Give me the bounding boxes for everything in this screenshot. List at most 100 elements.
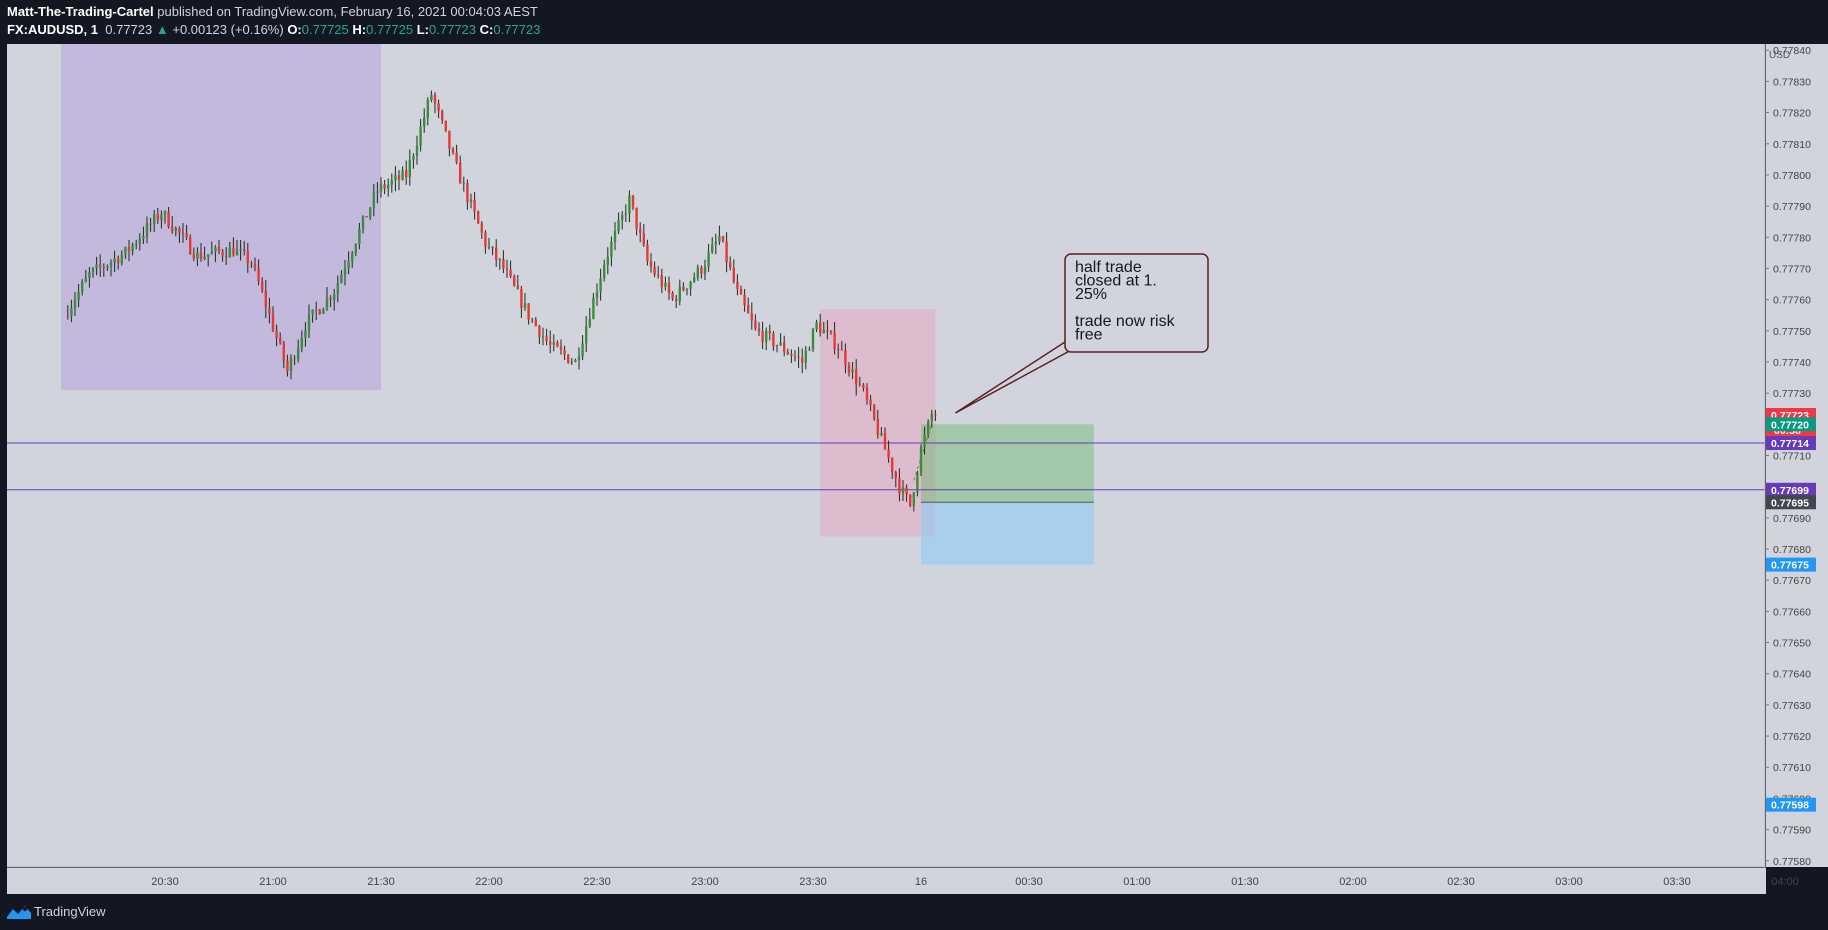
- candle-body[interactable]: [235, 249, 239, 256]
- candle-body[interactable]: [729, 262, 732, 268]
- candle-body[interactable]: [873, 405, 876, 419]
- candle-body[interactable]: [635, 207, 638, 230]
- candle-body[interactable]: [592, 297, 595, 319]
- candle-body[interactable]: [495, 247, 498, 260]
- candle-body[interactable]: [631, 195, 635, 208]
- candle-body[interactable]: [131, 244, 134, 252]
- candle-body[interactable]: [621, 214, 624, 220]
- candle-body[interactable]: [232, 247, 235, 256]
- candle-body[interactable]: [243, 249, 246, 251]
- candle-body[interactable]: [898, 478, 901, 494]
- candle-body[interactable]: [192, 254, 195, 259]
- candle-body[interactable]: [343, 268, 347, 275]
- candle-body[interactable]: [365, 216, 368, 218]
- time-axis[interactable]: [7, 868, 1766, 894]
- candle-body[interactable]: [354, 244, 357, 254]
- candle-body[interactable]: [804, 350, 807, 363]
- candle-body[interactable]: [268, 307, 271, 314]
- candle-body[interactable]: [750, 313, 753, 321]
- price-axis[interactable]: [1766, 44, 1828, 867]
- candle-body[interactable]: [307, 314, 311, 331]
- candle-body[interactable]: [120, 254, 123, 264]
- candle-body[interactable]: [793, 356, 797, 358]
- candle-body[interactable]: [441, 110, 444, 121]
- candle-body[interactable]: [142, 236, 145, 240]
- candle-body[interactable]: [736, 281, 739, 290]
- candle-body[interactable]: [196, 252, 199, 259]
- candle-body[interactable]: [909, 494, 912, 506]
- candle-body[interactable]: [185, 233, 188, 238]
- candle-body[interactable]: [469, 199, 473, 202]
- candle-body[interactable]: [541, 336, 545, 338]
- candle-body[interactable]: [732, 267, 735, 282]
- candle-body[interactable]: [930, 414, 933, 422]
- candle-body[interactable]: [289, 358, 293, 372]
- candle-body[interactable]: [178, 227, 181, 233]
- candle-body[interactable]: [505, 268, 509, 270]
- price-tag[interactable]: 0.77695: [1766, 495, 1816, 510]
- candle-body[interactable]: [207, 254, 210, 257]
- candle-body[interactable]: [657, 274, 660, 276]
- candle-body[interactable]: [433, 94, 437, 104]
- candle-body[interactable]: [99, 264, 102, 268]
- price-tag[interactable]: 0.77675: [1766, 557, 1816, 572]
- candle-body[interactable]: [721, 236, 725, 242]
- candle-body[interactable]: [228, 247, 231, 258]
- candle-body[interactable]: [318, 310, 321, 314]
- candle-body[interactable]: [703, 266, 707, 274]
- candle-body[interactable]: [167, 211, 170, 227]
- candle-body[interactable]: [801, 357, 804, 363]
- candle-body[interactable]: [797, 356, 800, 358]
- candle-body[interactable]: [293, 358, 296, 360]
- candle-body[interactable]: [783, 342, 786, 352]
- price-tag[interactable]: 0.77598: [1766, 797, 1816, 812]
- candle-body[interactable]: [181, 232, 185, 234]
- candle-body[interactable]: [649, 261, 653, 268]
- candle-body[interactable]: [595, 291, 599, 298]
- candle-body[interactable]: [894, 472, 897, 479]
- candle-body[interactable]: [473, 199, 476, 212]
- candle-body[interactable]: [394, 175, 397, 181]
- candle-body[interactable]: [214, 247, 217, 252]
- candle-body[interactable]: [156, 214, 159, 220]
- candle-body[interactable]: [855, 369, 858, 385]
- candle-body[interactable]: [95, 264, 98, 269]
- candle-body[interactable]: [851, 369, 854, 373]
- candle-body[interactable]: [869, 399, 872, 406]
- candle-body[interactable]: [639, 229, 642, 233]
- callout-box[interactable]: [1064, 253, 1209, 353]
- candle-body[interactable]: [617, 219, 620, 232]
- candle-body[interactable]: [383, 184, 386, 189]
- candle-body[interactable]: [523, 303, 527, 308]
- price-tag[interactable]: 0.77714: [1766, 436, 1816, 451]
- candle-body[interactable]: [300, 337, 303, 348]
- candle-body[interactable]: [815, 322, 818, 330]
- candle-body[interactable]: [149, 223, 152, 225]
- candle-body[interactable]: [786, 351, 789, 355]
- candle-body[interactable]: [451, 148, 455, 153]
- candle-body[interactable]: [757, 328, 761, 332]
- candle-body[interactable]: [113, 258, 116, 263]
- candle-body[interactable]: [459, 162, 462, 184]
- candle-body[interactable]: [387, 184, 390, 189]
- candle-body[interactable]: [599, 278, 602, 292]
- candle-body[interactable]: [534, 319, 537, 326]
- candle-body[interactable]: [916, 473, 919, 493]
- candle-body[interactable]: [847, 365, 851, 373]
- candle-body[interactable]: [768, 330, 771, 334]
- candle-body[interactable]: [858, 384, 861, 386]
- candle-body[interactable]: [642, 232, 645, 245]
- candle-body[interactable]: [556, 342, 559, 347]
- candle-body[interactable]: [707, 252, 710, 267]
- candle-body[interactable]: [369, 207, 372, 218]
- candle-body[interactable]: [466, 183, 469, 202]
- candle-body[interactable]: [491, 246, 494, 248]
- candle-body[interactable]: [570, 361, 573, 363]
- candle-body[interactable]: [934, 414, 937, 416]
- candle-body[interactable]: [743, 294, 746, 306]
- candle-body[interactable]: [358, 228, 361, 245]
- candle-body[interactable]: [509, 269, 512, 277]
- price-tag[interactable]: 0.77720: [1766, 417, 1816, 432]
- candle-body[interactable]: [531, 319, 534, 321]
- candle-body[interactable]: [419, 126, 422, 146]
